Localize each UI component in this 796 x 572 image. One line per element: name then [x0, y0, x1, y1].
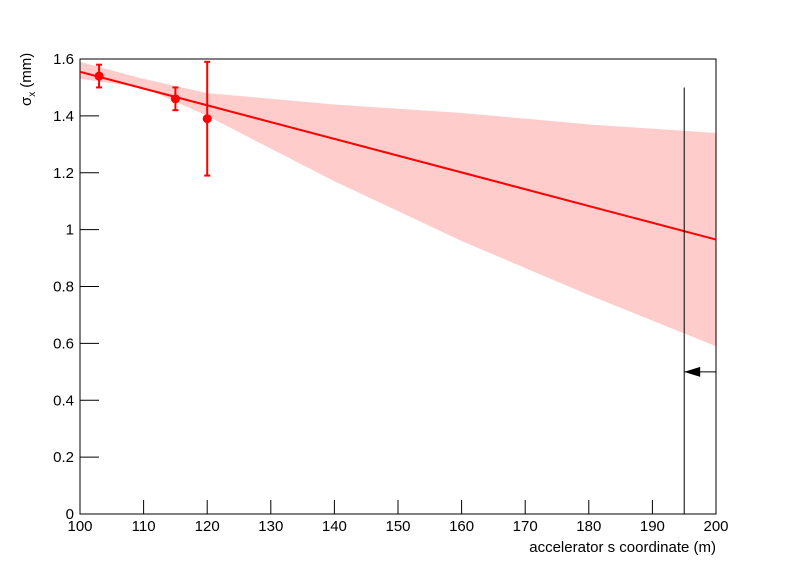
- y-label-unit: (mm): [18, 53, 35, 88]
- x-tick-label: 200: [703, 518, 728, 535]
- x-tick-label: 190: [640, 518, 665, 535]
- x-tick-label: 110: [132, 518, 156, 535]
- y-tick-label: 1.2: [53, 165, 74, 182]
- x-tick-label: 170: [513, 518, 538, 535]
- y-tick-label: 0.4: [53, 392, 74, 409]
- confidence-band: [80, 61, 716, 347]
- y-label-subscript: x: [27, 92, 38, 97]
- x-tick-label: 130: [258, 518, 283, 535]
- y-tick-label: 0: [66, 506, 74, 523]
- y-tick-label: 0.6: [53, 335, 74, 352]
- y-tick-label: 1.6: [53, 51, 74, 68]
- x-tick-label: 160: [449, 518, 474, 535]
- y-tick-label: 1.4: [53, 108, 74, 125]
- data-point: [94, 71, 104, 81]
- data-point: [202, 114, 212, 124]
- x-tick-label: 150: [385, 518, 410, 535]
- y-tick-label: 0.2: [53, 449, 74, 466]
- x-tick-label: 140: [322, 518, 347, 535]
- y-label-symbol: σ: [18, 96, 35, 106]
- arrow-head: [684, 366, 701, 377]
- y-tick-label: 1: [66, 222, 74, 239]
- x-tick-label: 120: [195, 518, 220, 535]
- data-point: [170, 94, 180, 104]
- y-axis-label: σx (mm): [18, 53, 38, 106]
- y-tick-label: 0.8: [53, 279, 74, 296]
- x-tick-label: 100: [67, 518, 92, 535]
- x-tick-label: 180: [576, 518, 601, 535]
- fit-line: [79, 70, 717, 241]
- x-axis-label: accelerator s coordinate (m): [529, 539, 716, 556]
